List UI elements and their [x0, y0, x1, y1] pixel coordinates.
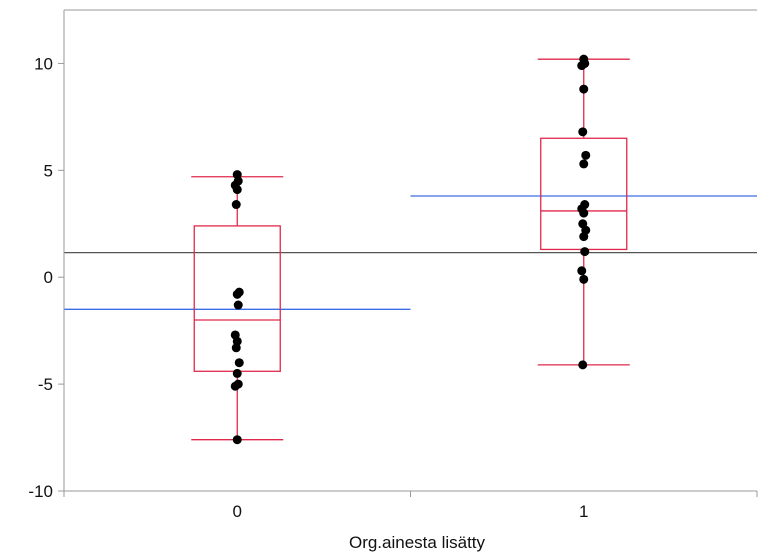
- data-point: [233, 300, 243, 310]
- y-tick-label: 0: [44, 268, 53, 287]
- data-point: [578, 127, 588, 137]
- data-point: [579, 84, 589, 94]
- data-point: [579, 274, 589, 284]
- y-tick-label: -10: [28, 482, 53, 501]
- data-point: [234, 358, 244, 368]
- data-point: [579, 159, 589, 169]
- x-axis-title: Org.ainesta lisätty: [349, 533, 486, 552]
- data-point: [230, 381, 240, 391]
- x-tick-label: 1: [579, 502, 588, 521]
- axes: Org.ainesta lisätty -10 -5 0 5 10 0 1: [28, 9, 758, 552]
- y-tick-label: 5: [44, 161, 53, 180]
- plot-area: [64, 54, 757, 445]
- data-point: [577, 61, 587, 71]
- data-point: [232, 185, 242, 195]
- data-point: [231, 200, 241, 210]
- data-point: [579, 232, 589, 242]
- y-tick-label: -5: [38, 375, 53, 394]
- data-point: [232, 368, 242, 378]
- box-group-1: [410, 54, 757, 370]
- data-point: [232, 435, 242, 445]
- data-point: [577, 266, 587, 276]
- x-tick-label: 0: [233, 502, 242, 521]
- data-point: [231, 343, 241, 353]
- data-point: [580, 247, 590, 257]
- y-tick-label: 10: [34, 54, 53, 73]
- data-point: [581, 150, 591, 160]
- box-group-0: [64, 170, 411, 445]
- data-point: [578, 360, 588, 370]
- data-point: [579, 208, 589, 218]
- data-point: [232, 289, 242, 299]
